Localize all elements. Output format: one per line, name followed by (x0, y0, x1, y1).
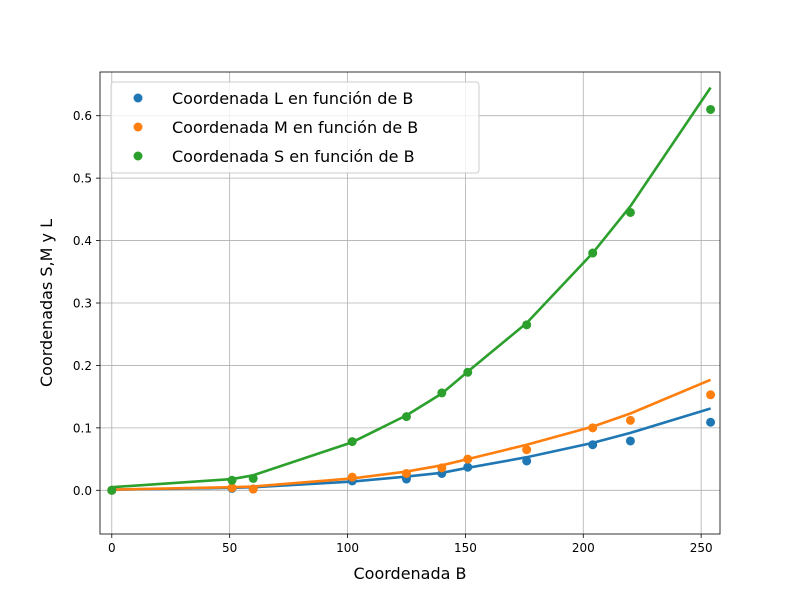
legend-label-series-1: Coordenada L en función de B (172, 89, 413, 108)
legend-entries: Coordenada L en función de B Coordenada M… (133, 89, 418, 166)
y-tick-label: 0.1 (73, 421, 92, 435)
x-tick-label: 0 (108, 541, 116, 555)
x-tick-label: 100 (336, 541, 359, 555)
data-point-series-2 (588, 423, 598, 433)
data-point-series-3 (463, 367, 473, 377)
legend-label-series-3: Coordenada S en función de B (172, 147, 415, 166)
data-point-series-2 (625, 415, 635, 425)
legend: Coordenada L en función de B Coordenada M… (110, 81, 480, 174)
axis-ticks: 0 50 100 150 200 250 0.0 0.1 0.2 0.3 0.4 0.5 0.6 (73, 109, 713, 555)
data-point-series-3 (706, 104, 716, 114)
data-point-series-3 (588, 248, 598, 258)
data-point-series-2 (347, 472, 357, 482)
y-axis-label: Coordenadas S,M y L (37, 219, 56, 387)
legend-label-series-2: Coordenada M en función de B (172, 118, 418, 137)
y-tick-label: 0.6 (73, 109, 92, 123)
y-tick-label: 0.3 (73, 297, 92, 311)
scatter-points (107, 104, 716, 495)
legend-marker-series-1 (133, 93, 143, 103)
y-tick-label: 0.0 (73, 484, 92, 498)
data-point-series-2 (248, 484, 258, 494)
data-point-series-3 (107, 485, 117, 495)
data-point-series-3 (248, 473, 258, 483)
y-tick-label: 0.4 (73, 234, 92, 248)
data-point-series-2 (706, 390, 716, 400)
x-tick-label: 50 (222, 541, 237, 555)
legend-box (110, 81, 480, 174)
data-point-series-1 (706, 417, 716, 427)
data-point-series-2 (522, 445, 532, 455)
x-tick-label: 200 (572, 541, 595, 555)
data-point-series-2 (463, 454, 473, 464)
data-point-series-3 (625, 207, 635, 217)
x-tick-label: 250 (690, 541, 713, 555)
y-tick-label: 0.5 (73, 172, 92, 186)
data-point-series-1 (588, 440, 598, 450)
legend-marker-series-2 (133, 122, 143, 132)
y-tick-label: 0.2 (73, 359, 92, 373)
data-point-series-3 (227, 475, 237, 485)
data-point-series-1 (463, 462, 473, 472)
legend-marker-series-3 (133, 151, 143, 161)
data-point-series-3 (401, 412, 411, 422)
data-point-series-1 (625, 436, 635, 446)
x-axis-label: Coordenada B (353, 564, 466, 583)
data-point-series-2 (401, 468, 411, 478)
data-point-series-2 (437, 463, 447, 473)
data-point-series-3 (347, 437, 357, 447)
data-point-series-3 (437, 388, 447, 398)
data-point-series-1 (522, 456, 532, 466)
data-point-series-2 (227, 483, 237, 493)
x-tick-label: 150 (454, 541, 477, 555)
data-point-series-3 (522, 320, 532, 330)
